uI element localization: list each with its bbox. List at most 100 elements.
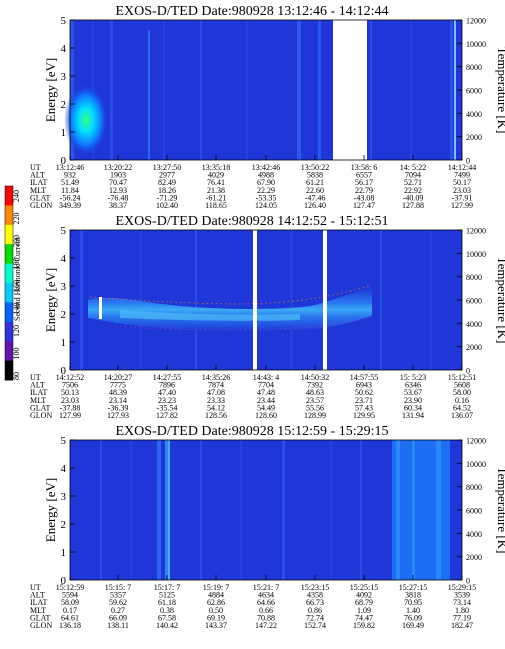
ephemeris-row-label: MLT [30, 606, 46, 615]
panel-2-ytick-label: 0 [61, 365, 67, 377]
panel-3-ytick-label: 2 [61, 519, 67, 531]
ephemeris-cell: -47.46 [305, 193, 326, 202]
ephemeris-cell: 48.63 [306, 388, 324, 397]
ephemeris-cell: 15:12:59 [56, 583, 84, 592]
panel-1-right-tick-label: 4000 [466, 110, 482, 119]
ephemeris-cell: 12.93 [109, 186, 127, 195]
panel-1-ytick-label: 5 [61, 15, 67, 27]
colorbar-tick-label: 180 [12, 258, 21, 270]
ephemeris-cell: 18.26 [158, 186, 176, 195]
panel-1: EXOS-D/TED Date:980928 13:12:46 - 14:12:… [30, 4, 505, 210]
ephemeris-row-label: GLON [30, 621, 52, 630]
panel-2-title: EXOS-D/TED Date:980928 14:12:52 - 15:12:… [116, 214, 389, 229]
ephemeris-cell: 82.49 [158, 178, 176, 187]
ephemeris-cell: 7775 [110, 381, 126, 390]
ephemeris-row-label: ILAT [30, 598, 47, 607]
colorbar-ticks: 240 220 200 180 160 140 120 100 80 [12, 190, 21, 380]
ephemeris-cell: 182.47 [451, 621, 473, 630]
ephemeris-cell: 69.19 [207, 613, 225, 622]
ephemeris-cell: 128.99 [304, 411, 326, 420]
panel-3-right-tick-label: 8000 [466, 483, 482, 492]
ephemeris-cell: 70.47 [109, 178, 127, 187]
ephemeris-cell: 14:20:27 [104, 373, 132, 382]
ephemeris-cell: 7499 [454, 171, 470, 180]
ephemeris-cell: 13:20:22 [104, 163, 132, 172]
ephemeris-cell: 23.90 [404, 396, 422, 405]
ephemeris-cell: 48.39 [109, 388, 127, 397]
ephemeris-cell: 5357 [110, 591, 126, 600]
ephemeris-cell: 7094 [405, 171, 421, 180]
ephemeris-cell: 15:23:15 [301, 583, 329, 592]
ephemeris-row-label: GLAT [30, 193, 51, 202]
ephemeris-cell: 7896 [159, 381, 175, 390]
ephemeris-cell: 6943 [356, 381, 372, 390]
ephemeris-cell: 76.09 [404, 613, 422, 622]
panel-2-ticks: 0 1 2 3 4 5 0 2000 4000 6000 8000 10000 12000 Energy … [43, 225, 505, 377]
ephemeris-cell: 4634 [258, 591, 274, 600]
ephemeris-cell: 2977 [159, 171, 175, 180]
panel-1-data-gap [333, 20, 367, 160]
panel-2-ylabel-right: Temperature [K] [495, 257, 505, 344]
ephemeris-cell: 13:35:18 [202, 163, 230, 172]
panel-2-right-tick-label: 12000 [466, 227, 486, 236]
colorbar: 240 220 200 180 160 140 120 100 80 Second Harmon… [4, 185, 22, 381]
panel-1-ytick-label: 0 [61, 155, 67, 167]
ephemeris-cell: 21.38 [207, 186, 225, 195]
colorbar-tick-label: 200 [12, 235, 21, 247]
ephemeris-cell: 15:27:15 [399, 583, 427, 592]
ephemeris-cell: 0.86 [308, 606, 322, 615]
panel-2-saturated-strip [99, 297, 102, 319]
panel-1-texture [70, 20, 456, 160]
ephemeris-cell: 61.21 [306, 178, 324, 187]
ephemeris-cell: 23.03 [453, 186, 471, 195]
ephemeris-cell: 60.34 [404, 403, 422, 412]
panel-2-texture [80, 230, 432, 370]
ephemeris-row-label: UT [30, 163, 41, 172]
panel-1-ticks: 0 1 2 3 4 5 0 2000 4000 6000 8000 10000 12000 Energy … [43, 15, 505, 167]
panel-2-ytick-label: 3 [61, 281, 67, 293]
panel-2-ytick-label: 5 [61, 225, 67, 237]
panel-2-data-gap-2 [323, 230, 327, 370]
ephemeris-cell: -61.21 [206, 193, 227, 202]
panel-3-enhanced-region [392, 440, 450, 580]
panel-1-right-tick-label: 0 [466, 157, 470, 166]
panel-3: EXOS-D/TED Date:980928 15:12:59 - 15:29:… [30, 424, 505, 630]
ephemeris-cell: 23.57 [306, 396, 324, 405]
ephemeris-cell: 22.79 [355, 186, 373, 195]
ephemeris-row-label: GLON [30, 201, 52, 210]
colorbar-swatch [5, 205, 13, 226]
ephemeris-cell: 53.67 [404, 388, 422, 397]
ephemeris-cell: 67.58 [158, 613, 176, 622]
ephemeris-row-label: ALT [30, 381, 45, 390]
ephemeris-cell: 4884 [208, 591, 224, 600]
ephemeris-cell: 4358 [307, 591, 323, 600]
panel-3-ytick-label: 4 [61, 463, 67, 475]
ephemeris-cell: -56.24 [60, 193, 81, 202]
ephemeris-cell: 140.42 [156, 621, 178, 630]
ephemeris-cell: 143.37 [205, 621, 227, 630]
ephemeris-cell: 136.18 [59, 621, 81, 630]
panel-1-right-tick-label: 12000 [466, 17, 486, 26]
panel-3-title: EXOS-D/TED Date:980928 15:12:59 - 15:29:… [116, 424, 389, 439]
ephemeris-cell: 50.13 [61, 388, 79, 397]
ephemeris-cell: -36.39 [108, 403, 129, 412]
ephemeris-cell: -37.91 [452, 193, 473, 202]
ephemeris-cell: 159.82 [353, 621, 375, 630]
ephemeris-cell: 15:21: 7 [253, 583, 279, 592]
ephemeris-cell: 67.90 [257, 178, 275, 187]
ephemeris-cell: 4988 [258, 171, 274, 180]
ephemeris-cell: 61.18 [158, 598, 176, 607]
ephemeris-cell: 77.19 [453, 613, 471, 622]
ephemeris-cell: 23.03 [61, 396, 79, 405]
ephemeris-cell: -43.08 [354, 193, 375, 202]
panel-1-plot-area [70, 20, 462, 160]
panel-2-ytick-label: 4 [61, 253, 67, 265]
ephemeris-cell: 23.14 [109, 396, 127, 405]
ephemeris-cell: 14:27:55 [153, 373, 181, 382]
colorbar-swatches [4, 185, 14, 381]
panel-3-texture [100, 440, 362, 580]
colorbar-tick-label: 220 [12, 213, 21, 225]
panel-1-title: EXOS-D/TED Date:980928 13:12:46 - 14:12:… [116, 4, 389, 19]
ephemeris-row-label: ALT [30, 591, 45, 600]
ephemeris-cell: 118.65 [205, 201, 227, 210]
